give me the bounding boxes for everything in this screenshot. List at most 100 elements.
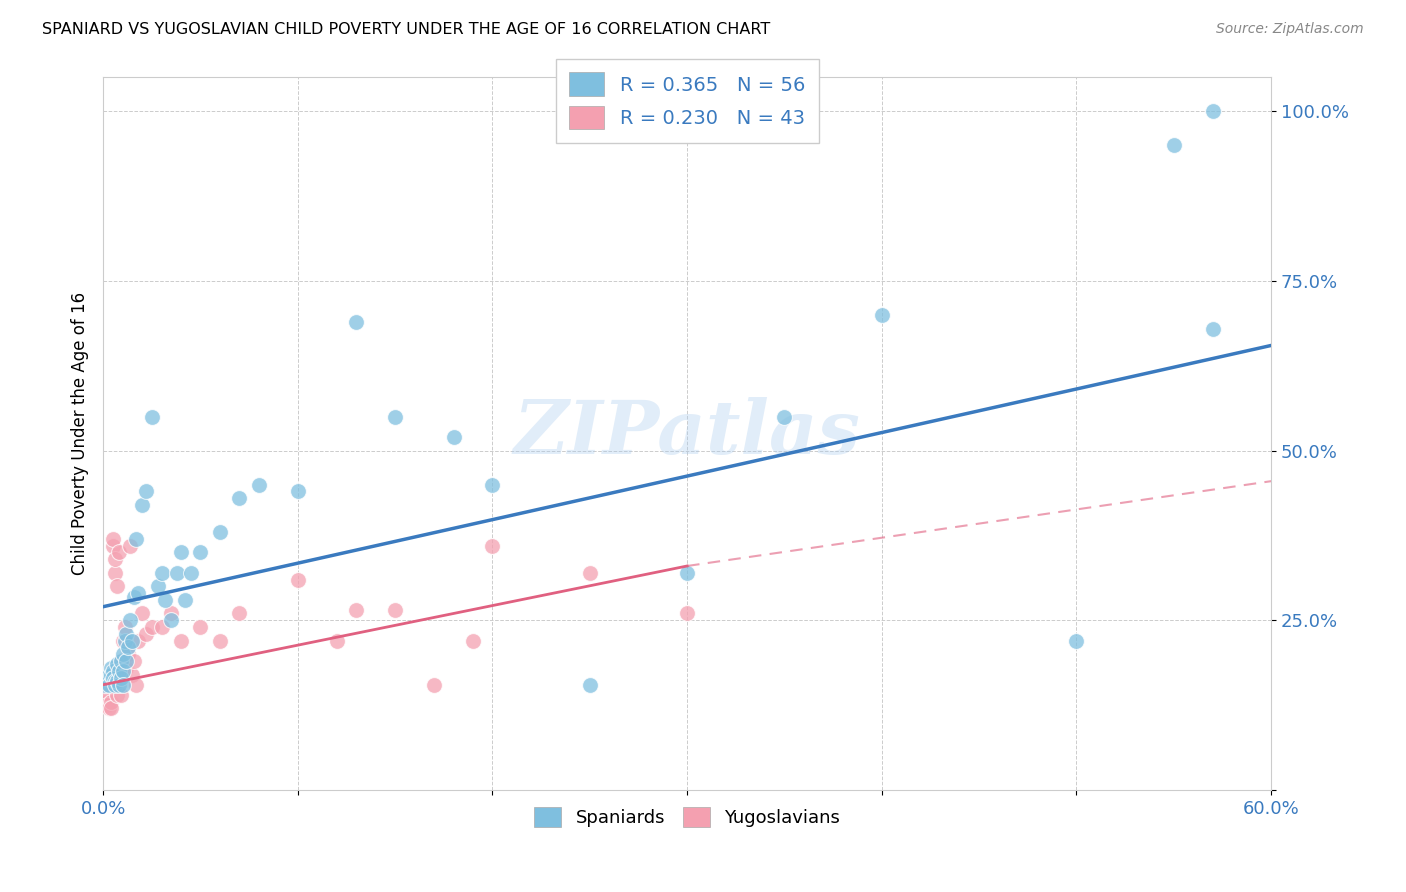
Point [125,532,148,546]
Point [120,613,142,627]
Point [208,633,231,648]
Point [115,654,138,668]
Point [94,678,117,692]
Point [98,678,121,692]
Point [676,607,699,621]
Text: Source: ZipAtlas.com: Source: ZipAtlas.com [1216,22,1364,37]
Point [121,633,143,648]
Point [228,491,250,505]
Point [1202,321,1225,335]
Point [105,688,128,702]
Point [94,695,117,709]
Point [155,593,177,607]
Point [111,647,134,661]
Point [98,667,121,681]
Point [110,654,132,668]
Point [117,647,139,661]
Point [131,607,153,621]
Point [443,430,465,444]
Point [107,678,129,692]
Point [160,607,183,621]
Point [141,620,163,634]
Point [101,532,124,546]
Point [104,674,127,689]
Point [481,539,503,553]
Point [461,633,484,648]
Point [105,657,128,672]
Point [127,586,149,600]
Point [105,674,128,689]
Point [114,620,136,634]
Point [107,674,129,689]
Point [115,627,138,641]
Point [98,701,121,715]
Point [190,620,212,634]
Point [150,620,173,634]
Point [115,661,138,675]
Point [111,678,134,692]
Point [107,545,129,559]
Point [107,664,129,678]
Point [166,566,188,580]
Point [870,308,893,322]
Point [1202,104,1225,119]
Point [105,579,128,593]
Point [384,603,406,617]
Point [676,566,699,580]
Point [150,566,173,580]
Point [125,678,148,692]
Point [111,664,134,678]
Point [135,627,157,641]
Point [180,566,202,580]
Point [124,590,146,604]
Text: ZIPatlas: ZIPatlas [513,398,860,470]
Text: SPANIARD VS YUGOSLAVIAN CHILD POVERTY UNDER THE AGE OF 16 CORRELATION CHART: SPANIARD VS YUGOSLAVIAN CHILD POVERTY UN… [42,22,770,37]
Point [325,633,347,648]
Point [100,661,122,675]
Point [121,667,143,681]
Point [141,409,163,424]
Point [344,603,367,617]
Point [287,573,309,587]
Point [127,633,149,648]
Point [110,688,132,702]
Legend: Spaniards, Yugoslavians: Spaniards, Yugoslavians [527,800,848,834]
Point [110,671,132,685]
Point [96,688,118,702]
Point [1163,138,1185,153]
Point [247,477,270,491]
Point [120,539,142,553]
Point [100,695,122,709]
Point [228,607,250,621]
Point [173,593,195,607]
Point [146,579,169,593]
Point [578,566,600,580]
Point [423,678,446,692]
Point [101,671,124,685]
Point [190,545,212,559]
Point [578,678,600,692]
Point [131,498,153,512]
Point [104,552,127,566]
Point [170,633,193,648]
Point [344,315,367,329]
Point [104,566,127,580]
Point [100,667,122,681]
Point [96,698,118,712]
Y-axis label: Child Poverty Under the Age of 16: Child Poverty Under the Age of 16 [72,292,89,575]
Point [481,477,503,491]
Point [111,633,134,648]
Point [110,654,132,668]
Point [96,671,118,685]
Point [1066,633,1088,648]
Point [114,633,136,648]
Point [101,664,124,678]
Point [773,409,796,424]
Point [287,484,309,499]
Point [124,654,146,668]
Point [160,613,183,627]
Point [117,640,139,655]
Point [208,524,231,539]
Point [170,545,193,559]
Point [135,484,157,499]
